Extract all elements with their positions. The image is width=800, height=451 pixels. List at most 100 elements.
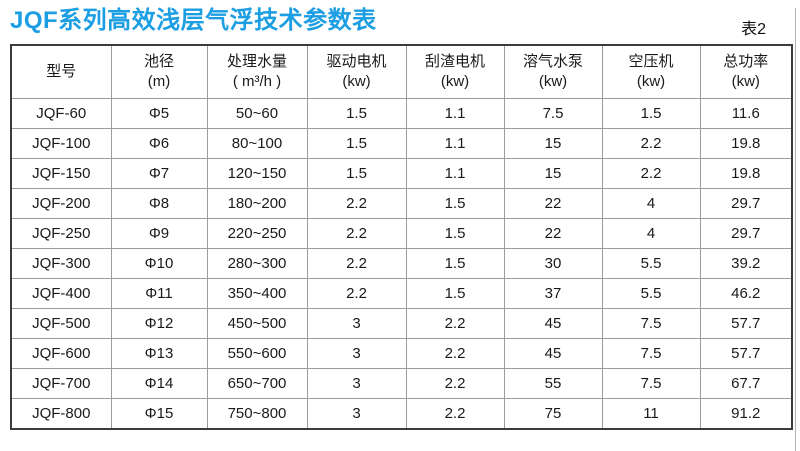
table-cell-air-compressor: 2.2 — [601, 128, 701, 159]
table-cell-treated-water-volume: 220~250 — [206, 218, 308, 249]
table-cell-drive-motor: 3 — [306, 368, 407, 399]
table-row: JQF-400 Φ11 350~400 2.2 1.5 37 5.5 46.2 — [10, 278, 793, 309]
table-cell-pool-diameter: Φ10 — [110, 248, 208, 279]
table-row: JQF-300 Φ10 280~300 2.2 1.5 30 5.5 39.2 — [10, 248, 793, 279]
table-cell-treated-water-volume: 50~60 — [206, 98, 308, 129]
table-cell-air-compressor: 4 — [601, 218, 701, 249]
table-row: JQF-600 Φ13 550~600 3 2.2 45 7.5 57.7 — [10, 338, 793, 369]
table-cell-treated-water-volume: 80~100 — [206, 128, 308, 159]
table-cell-dissolved-air-pump: 45 — [503, 338, 603, 369]
table-number-label: 表2 — [741, 21, 766, 38]
table-cell-air-compressor: 11 — [601, 398, 701, 430]
table-cell-dissolved-air-pump: 22 — [503, 188, 603, 219]
table-cell-dissolved-air-pump: 30 — [503, 248, 603, 279]
table-cell-model: JQF-100 — [10, 128, 112, 159]
table-cell-model: JQF-700 — [10, 368, 112, 399]
table-row: JQF-500 Φ12 450~500 3 2.2 45 7.5 57.7 — [10, 308, 793, 339]
table-cell-pool-diameter: Φ14 — [110, 368, 208, 399]
table-cell-dissolved-air-pump: 22 — [503, 218, 603, 249]
table-cell-total-power: 57.7 — [699, 308, 793, 339]
table-row: JQF-200 Φ8 180~200 2.2 1.5 22 4 29.7 — [10, 188, 793, 219]
table-cell-model: JQF-500 — [10, 308, 112, 339]
table-cell-scraper-motor: 2.2 — [405, 308, 505, 339]
table-cell-pool-diameter: Φ13 — [110, 338, 208, 369]
column-header-drive-motor: 驱动电机 (kw) — [306, 44, 407, 99]
table-cell-model: JQF-400 — [10, 278, 112, 309]
table-cell-total-power: 29.7 — [699, 188, 793, 219]
table-cell-model: JQF-600 — [10, 338, 112, 369]
table-cell-dissolved-air-pump: 15 — [503, 158, 603, 189]
table-cell-total-power: 46.2 — [699, 278, 793, 309]
table-cell-drive-motor: 1.5 — [306, 158, 407, 189]
table-cell-total-power: 29.7 — [699, 218, 793, 249]
table-cell-drive-motor: 1.5 — [306, 128, 407, 159]
table-cell-total-power: 19.8 — [699, 158, 793, 189]
table-cell-model: JQF-150 — [10, 158, 112, 189]
table-cell-scraper-motor: 1.5 — [405, 218, 505, 249]
table-cell-scraper-motor: 1.1 — [405, 128, 505, 159]
table-row: JQF-150 Φ7 120~150 1.5 1.1 15 2.2 19.8 — [10, 158, 793, 189]
table-cell-drive-motor: 3 — [306, 398, 407, 430]
table-cell-dissolved-air-pump: 7.5 — [503, 98, 603, 129]
table-cell-scraper-motor: 2.2 — [405, 398, 505, 430]
table-row: JQF-800 Φ15 750~800 3 2.2 75 11 91.2 — [10, 398, 793, 430]
table-cell-treated-water-volume: 120~150 — [206, 158, 308, 189]
table-row: JQF-60 Φ5 50~60 1.5 1.1 7.5 1.5 11.6 — [10, 98, 793, 129]
column-header-dissolved-air-pump: 溶气水泵 (kw) — [503, 44, 603, 99]
table-cell-drive-motor: 2.2 — [306, 188, 407, 219]
column-header-total-power: 总功率 (kw) — [699, 44, 793, 99]
table-row: JQF-100 Φ6 80~100 1.5 1.1 15 2.2 19.8 — [10, 128, 793, 159]
page-title: JQF系列高效浅层气浮技术参数表 — [10, 7, 377, 34]
column-header-pool-diameter: 池径 (m) — [110, 44, 208, 99]
table-cell-pool-diameter: Φ7 — [110, 158, 208, 189]
table-cell-pool-diameter: Φ15 — [110, 398, 208, 430]
table-cell-total-power: 57.7 — [699, 338, 793, 369]
table-cell-air-compressor: 2.2 — [601, 158, 701, 189]
column-header-air-compressor: 空压机 (kw) — [601, 44, 701, 99]
table-cell-pool-diameter: Φ9 — [110, 218, 208, 249]
table-cell-treated-water-volume: 280~300 — [206, 248, 308, 279]
table-cell-scraper-motor: 2.2 — [405, 368, 505, 399]
table-cell-drive-motor: 3 — [306, 308, 407, 339]
table-cell-total-power: 19.8 — [699, 128, 793, 159]
table-cell-pool-diameter: Φ5 — [110, 98, 208, 129]
table-cell-air-compressor: 5.5 — [601, 248, 701, 279]
table-cell-pool-diameter: Φ8 — [110, 188, 208, 219]
table-cell-drive-motor: 3 — [306, 338, 407, 369]
table-cell-scraper-motor: 1.5 — [405, 188, 505, 219]
table-cell-air-compressor: 4 — [601, 188, 701, 219]
table-cell-air-compressor: 7.5 — [601, 338, 701, 369]
table-cell-total-power: 39.2 — [699, 248, 793, 279]
column-header-model: 型号 — [10, 44, 112, 99]
table-cell-scraper-motor: 1.1 — [405, 98, 505, 129]
table-cell-scraper-motor: 2.2 — [405, 338, 505, 369]
table-cell-total-power: 67.7 — [699, 368, 793, 399]
table-cell-total-power: 11.6 — [699, 98, 793, 129]
header-row: 型号 池径 (m) 处理水量( m³/h ) 驱动电机 (kw) 刮渣电机 (kw) 溶气水泵(… — [10, 44, 793, 99]
table-cell-model: JQF-200 — [10, 188, 112, 219]
table-cell-treated-water-volume: 450~500 — [206, 308, 308, 339]
table-cell-air-compressor: 1.5 — [601, 98, 701, 129]
table-cell-dissolved-air-pump: 45 — [503, 308, 603, 339]
table-cell-treated-water-volume: 550~600 — [206, 338, 308, 369]
table-cell-model: JQF-60 — [10, 98, 112, 129]
table-cell-air-compressor: 7.5 — [601, 368, 701, 399]
table-cell-drive-motor: 1.5 — [306, 98, 407, 129]
table-cell-dissolved-air-pump: 37 — [503, 278, 603, 309]
table-cell-dissolved-air-pump: 15 — [503, 128, 603, 159]
table-cell-scraper-motor: 1.1 — [405, 158, 505, 189]
table-body: JQF-60 Φ5 50~60 1.5 1.1 7.5 1.5 11.6 JQF-100 Φ6 80… — [10, 98, 793, 430]
table-cell-treated-water-volume: 350~400 — [206, 278, 308, 309]
table-cell-pool-diameter: Φ12 — [110, 308, 208, 339]
table-cell-dissolved-air-pump: 75 — [503, 398, 603, 430]
table-cell-scraper-motor: 1.5 — [405, 278, 505, 309]
table-cell-drive-motor: 2.2 — [306, 248, 407, 279]
table-cell-air-compressor: 7.5 — [601, 308, 701, 339]
table-cell-model: JQF-250 — [10, 218, 112, 249]
table-cell-scraper-motor: 1.5 — [405, 248, 505, 279]
table-cell-treated-water-volume: 750~800 — [206, 398, 308, 430]
table-cell-treated-water-volume: 650~700 — [206, 368, 308, 399]
table-cell-air-compressor: 5.5 — [601, 278, 701, 309]
page-edge-divider — [795, 8, 796, 451]
